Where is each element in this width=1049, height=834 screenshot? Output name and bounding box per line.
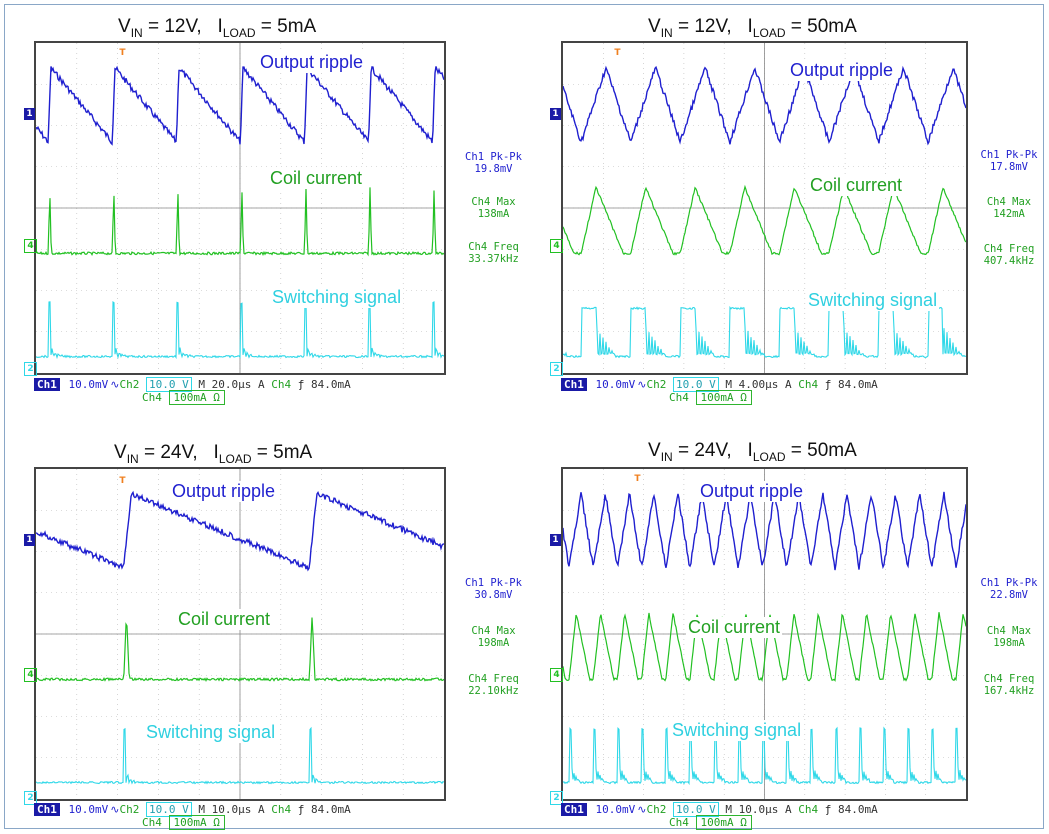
scope-status-bar: Ch1 10.0mV ∿Ch2 10.0 V M 4.00µs A Ch4 ƒ 8… [561, 377, 968, 405]
ch2-ground-marker-icon: 2 [550, 362, 563, 376]
panel-title: VIN = 24V, ILOAD = 50mA [648, 440, 857, 464]
panel-title: VIN = 12V, ILOAD = 5mA [118, 16, 317, 40]
ch2-switching-trace [36, 726, 444, 785]
ch2-switching-trace [36, 300, 444, 360]
ch4-coil-current-trace [36, 187, 444, 257]
ripple-label: Output ripple [698, 481, 806, 502]
scope-screen [561, 41, 968, 375]
scope-status-bar: Ch1 10.0mV ∿Ch2 10.0 V M 10.0µs A Ch4 ƒ 8… [34, 802, 446, 830]
scope-screen [34, 41, 446, 375]
ripple-label: Output ripple [258, 52, 366, 73]
ripple-label: Output ripple [170, 481, 278, 502]
trigger-marker-icon: T [614, 48, 621, 58]
ch4-ground-marker-icon: 4 [24, 668, 37, 682]
ch1-ripple-trace [36, 65, 444, 146]
ch1-ground-marker-icon: 1 [550, 108, 561, 120]
grid [36, 43, 444, 373]
switching-signal-label: Switching signal [670, 720, 804, 741]
trigger-marker-icon: T [119, 476, 126, 486]
scope-status-bar: Ch1 10.0mV ∿Ch2 10.0 V M 10.0µs A Ch4 ƒ 8… [561, 802, 968, 830]
figure-frame [4, 4, 1044, 829]
ch1-ground-marker-icon: 1 [550, 534, 561, 546]
trigger-marker-icon: T [634, 474, 641, 484]
ch1-ground-marker-icon: 1 [24, 534, 35, 546]
panel-title: VIN = 12V, ILOAD = 50mA [648, 16, 857, 40]
ripple-label: Output ripple [788, 60, 896, 81]
switching-signal-label: Switching signal [144, 722, 278, 743]
measurement-readout: Ch1 Pk-Pk 19.8mV Ch4 Max 138mA Ch4 Freq 33.… [465, 151, 522, 265]
scope-plot [36, 43, 444, 373]
scope-status-bar: Ch1 10.0mV ∿Ch2 10.0 V M 20.0µs A Ch4 ƒ 8… [34, 377, 446, 405]
scope-plot [36, 469, 444, 799]
coil-current-label: Coil current [808, 175, 905, 196]
ch1-ground-marker-icon: 1 [24, 108, 35, 120]
switching-signal-label: Switching signal [270, 287, 404, 308]
ch1-ripple-trace [563, 65, 966, 146]
ch1-ripple-trace [36, 490, 444, 572]
measurement-readout: Ch1 Pk-Pk 22.8mV Ch4 Max 198mA Ch4 Freq 167… [980, 577, 1038, 697]
grid [563, 43, 966, 373]
panel-title: VIN = 24V, ILOAD = 5mA [114, 442, 313, 466]
ch2-ground-marker-icon: 2 [24, 362, 37, 376]
ch1-ripple-trace [563, 491, 966, 571]
ch4-coil-current-trace [563, 184, 966, 256]
trigger-marker-icon: T [119, 48, 126, 58]
ch4-ground-marker-icon: 4 [550, 239, 563, 253]
coil-current-label: Coil current [686, 617, 783, 638]
switching-signal-label: Switching signal [806, 290, 940, 311]
ch4-coil-current-trace [563, 612, 966, 682]
scope-screen [34, 467, 446, 801]
measurement-readout: Ch1 Pk-Pk 17.8mV Ch4 Max 142mA Ch4 Freq 407… [980, 149, 1038, 267]
ch4-ground-marker-icon: 4 [550, 668, 563, 682]
ch4-ground-marker-icon: 4 [24, 239, 37, 253]
ch2-ground-marker-icon: 2 [550, 791, 563, 805]
ch2-switching-trace [563, 726, 966, 786]
coil-current-label: Coil current [176, 609, 273, 630]
ch4-coil-current-trace [36, 617, 444, 683]
coil-current-label: Coil current [268, 168, 365, 189]
grid [36, 469, 444, 799]
measurement-readout: Ch1 Pk-Pk 30.8mV Ch4 Max 198mA Ch4 Freq 22.… [465, 577, 522, 697]
scope-plot [563, 43, 966, 373]
ch2-switching-trace [563, 305, 966, 359]
ch2-ground-marker-icon: 2 [24, 791, 37, 805]
